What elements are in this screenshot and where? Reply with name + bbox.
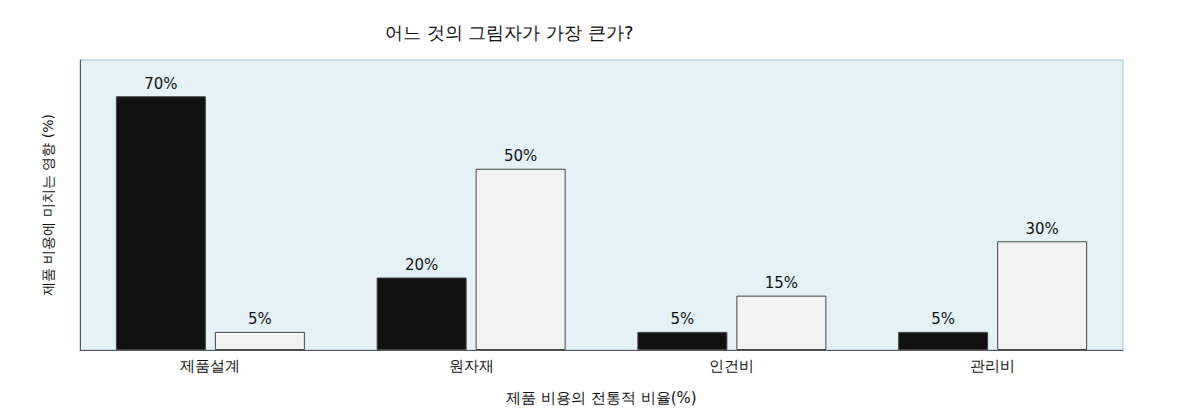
svg-text:5%: 5%: [670, 310, 694, 328]
svg-text:20%: 20%: [405, 256, 438, 274]
svg-text:제품 비용에 미치는 영향 (%): 제품 비용에 미치는 영향 (%): [40, 114, 56, 296]
svg-text:관리비: 관리비: [970, 357, 1015, 375]
svg-text:15%: 15%: [765, 274, 798, 292]
svg-text:어느 것의 그림자가 가장 큰가?: 어느 것의 그림자가 가장 큰가?: [385, 22, 633, 43]
svg-text:인건비: 인건비: [709, 357, 754, 375]
svg-text:5%: 5%: [248, 310, 272, 328]
svg-text:50%: 50%: [504, 147, 537, 165]
svg-text:제품 비용의 전통적 비율(%): 제품 비용의 전통적 비율(%): [506, 389, 696, 407]
svg-text:원자재: 원자재: [449, 357, 494, 375]
svg-text:30%: 30%: [1025, 220, 1058, 238]
svg-text:5%: 5%: [931, 310, 955, 328]
svg-text:제품설계: 제품설계: [180, 357, 240, 375]
svg-text:70%: 70%: [144, 75, 177, 93]
